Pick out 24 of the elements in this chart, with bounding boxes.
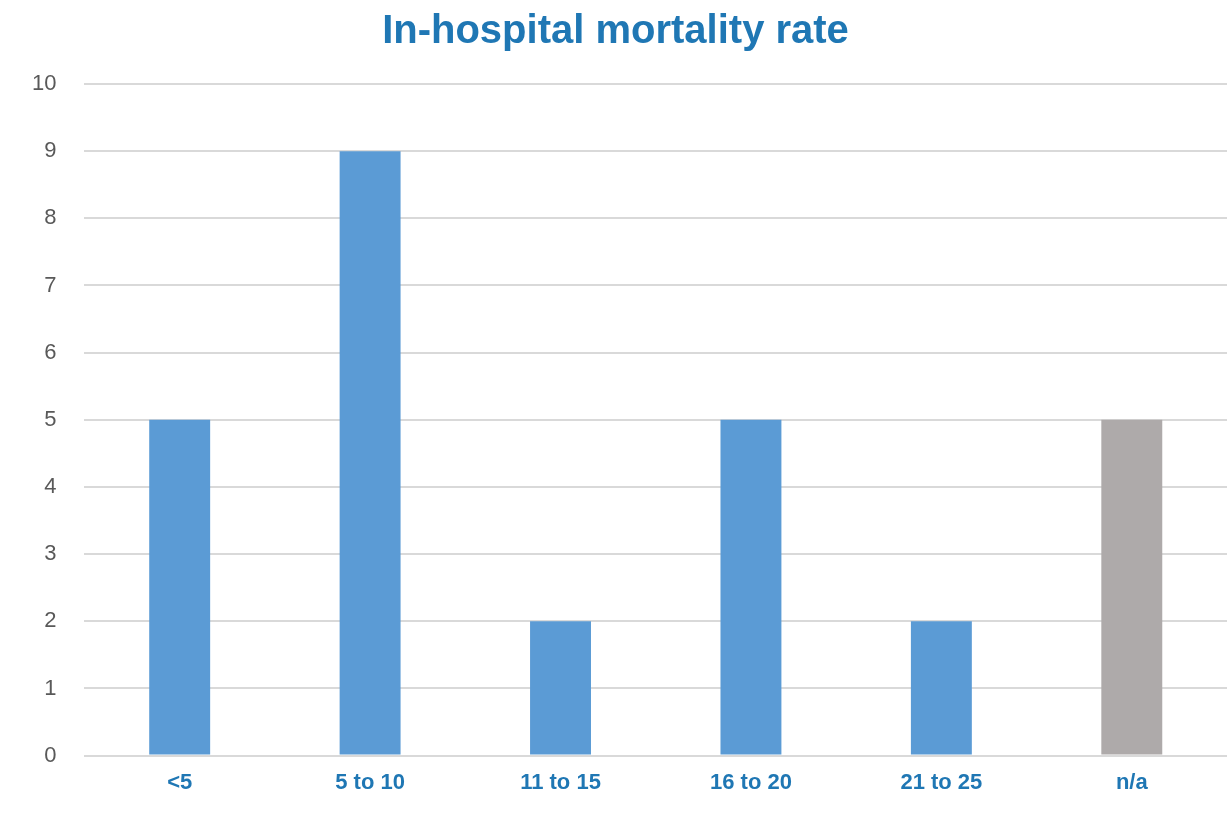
y-tick-label: 5 bbox=[44, 405, 57, 431]
chart-title: In-hospital mortality rate bbox=[382, 7, 849, 52]
y-tick-label: 2 bbox=[44, 607, 57, 633]
bar bbox=[720, 419, 782, 755]
bar bbox=[910, 621, 972, 755]
y-tick-label: 7 bbox=[44, 271, 57, 297]
x-tick-label: 21 to 25 bbox=[900, 768, 983, 794]
y-tick-label: 3 bbox=[44, 540, 57, 566]
x-tick-label: 16 to 20 bbox=[709, 768, 792, 794]
x-tick-label: <5 bbox=[167, 768, 193, 794]
bar bbox=[339, 151, 401, 755]
x-tick-label: 11 to 15 bbox=[520, 768, 601, 794]
x-tick-label: n/a bbox=[1115, 768, 1149, 794]
y-tick-label: 10 bbox=[31, 70, 57, 96]
bar bbox=[1101, 419, 1163, 755]
bar bbox=[530, 621, 591, 755]
y-tick-label: 9 bbox=[44, 137, 57, 163]
bar bbox=[149, 419, 211, 755]
y-tick-label: 1 bbox=[44, 674, 57, 700]
y-tick-label: 8 bbox=[44, 204, 57, 230]
y-tick-label: 0 bbox=[44, 741, 57, 767]
y-tick-label: 4 bbox=[44, 473, 57, 499]
y-tick-label: 6 bbox=[44, 338, 57, 364]
x-tick-label: 5 to 10 bbox=[335, 768, 405, 794]
